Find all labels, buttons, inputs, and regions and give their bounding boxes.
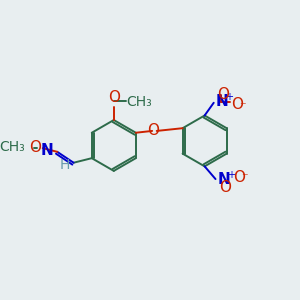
Text: O: O xyxy=(231,97,243,112)
Text: O: O xyxy=(108,91,120,106)
Text: O: O xyxy=(219,180,231,195)
Text: ⁻: ⁻ xyxy=(241,171,247,184)
Text: CH₃: CH₃ xyxy=(127,95,152,109)
Text: O: O xyxy=(29,140,41,155)
Text: CH₃: CH₃ xyxy=(0,140,25,154)
Text: N: N xyxy=(217,172,230,188)
Text: ⁻: ⁻ xyxy=(239,100,246,113)
Text: +: + xyxy=(226,92,233,102)
Text: O: O xyxy=(233,170,245,185)
Text: +: + xyxy=(227,170,235,180)
Text: H: H xyxy=(60,158,70,172)
Text: O: O xyxy=(217,87,229,102)
Text: O: O xyxy=(147,122,159,137)
Text: N: N xyxy=(41,142,54,158)
Text: N: N xyxy=(215,94,228,110)
